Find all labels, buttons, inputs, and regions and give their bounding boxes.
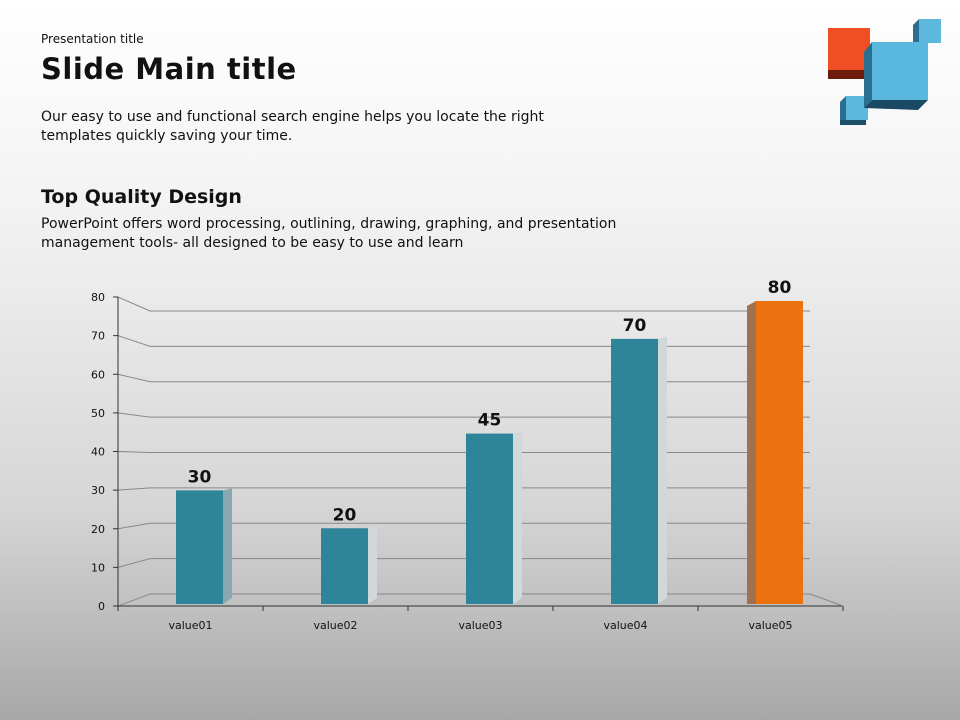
data-label: 45 [478,411,502,431]
intro-text: Our easy to use and functional search en… [41,109,544,144]
bar [321,528,368,604]
x-tick-label: value04 [603,619,647,632]
y-tick-label: 60 [91,368,105,381]
bar-side [223,488,232,604]
x-tick-label: value02 [313,619,357,632]
bar-side [658,336,667,604]
gridline [117,373,810,383]
x-tick-label: value05 [748,619,792,632]
data-label: 30 [188,467,212,487]
presentation-title: Presentation title [41,32,144,46]
slide-main-title: Slide Main title [41,52,297,86]
gridline [117,593,810,607]
y-tick-label: 10 [91,561,105,574]
y-tick-label: 50 [91,407,105,420]
gridline [117,487,810,491]
data-label: 20 [333,505,357,525]
y-tick-label: 30 [91,484,105,497]
floor-edge [809,593,844,607]
bar-side [513,431,522,604]
section-title: Top Quality Design [41,186,242,208]
bar [756,301,803,604]
x-tick-label: value03 [458,619,502,632]
section-body: PowerPoint offers word processing, outli… [41,216,617,251]
gridline [117,335,810,347]
y-tick-label: 80 [91,291,105,304]
bar [176,490,223,604]
gridline [117,412,810,418]
y-tick-label: 70 [91,330,105,343]
gridline [117,558,810,568]
gridline [117,451,810,453]
bar-side [368,526,377,604]
y-tick-label: 0 [98,600,105,613]
x-tick-label: value01 [168,619,212,632]
data-label: 80 [768,278,792,298]
data-label: 70 [623,316,647,336]
bar-side [747,301,756,604]
gridline [117,296,810,312]
y-tick-label: 40 [91,446,105,459]
bar [611,338,658,604]
bar [466,433,513,604]
gridline [117,522,810,530]
y-tick-label: 20 [91,523,105,536]
